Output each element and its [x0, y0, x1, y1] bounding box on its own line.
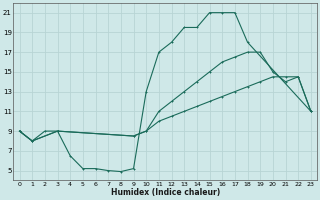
X-axis label: Humidex (Indice chaleur): Humidex (Indice chaleur) [111, 188, 220, 197]
